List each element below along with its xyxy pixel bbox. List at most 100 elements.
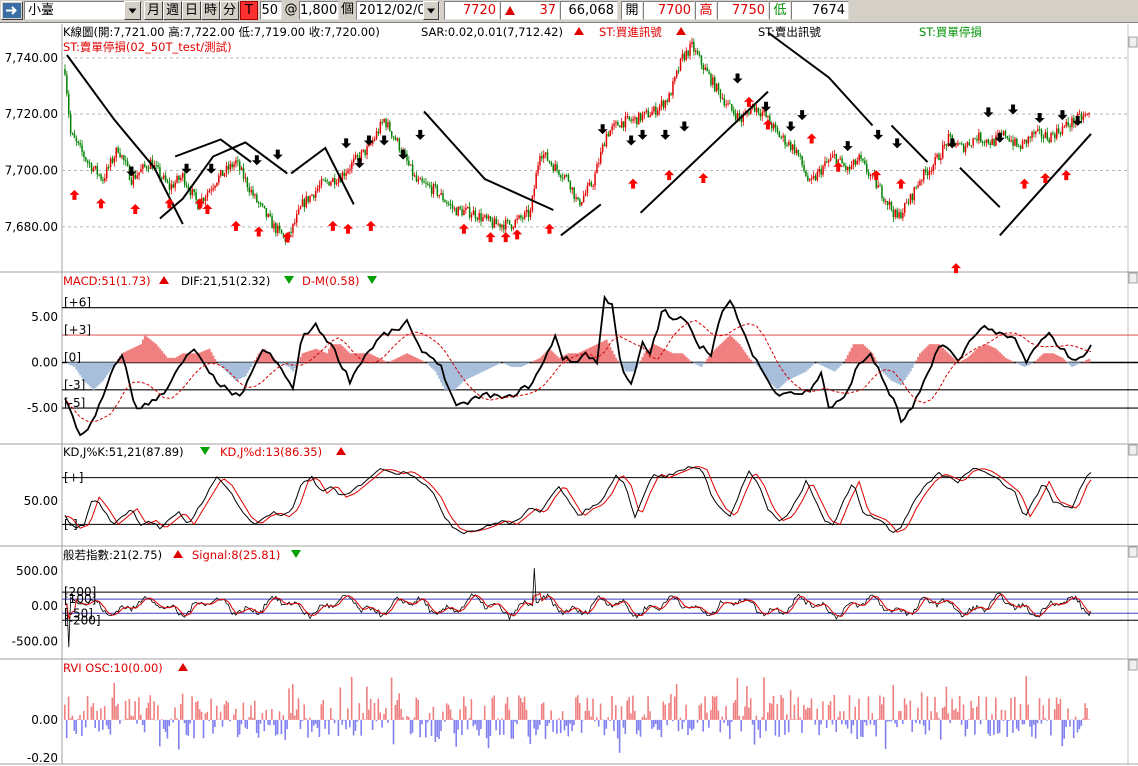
candle-body	[611, 126, 613, 131]
candle-body	[126, 161, 129, 166]
macd-histogram-bar	[71, 362, 74, 367]
macd-histogram-bar	[913, 362, 916, 365]
panel-scroll-handle	[1128, 546, 1138, 558]
macd-histogram-bar	[254, 360, 257, 363]
count-input[interactable]: 1,800	[299, 1, 339, 20]
candle-body	[510, 224, 513, 229]
date-dropdown-icon[interactable]	[423, 1, 439, 20]
candle-body	[353, 158, 355, 163]
rvi-bar	[938, 718, 940, 720]
rvi-bar	[578, 703, 581, 720]
rvi-bar	[734, 700, 737, 720]
macd-histogram-bar	[704, 361, 707, 363]
rvi-bar	[208, 719, 210, 722]
macd-histogram-bar	[768, 362, 772, 383]
rvi-bar	[814, 719, 817, 725]
macd-histogram-bar	[90, 362, 93, 388]
candle-body	[411, 164, 414, 177]
macd-histogram-bar	[495, 362, 498, 366]
rvi-bar	[926, 696, 929, 720]
candle-body	[835, 154, 838, 164]
macd-histogram-bar	[905, 362, 908, 378]
candle-body	[586, 185, 589, 193]
rvi-bar	[134, 701, 136, 720]
chart-area[interactable]: 7,740.007,720.007,700.007,680.005.000.00…	[0, 23, 1138, 766]
rvi-bar	[660, 719, 663, 738]
rvi-bar	[881, 704, 883, 720]
macd-histogram-bar	[993, 347, 996, 363]
macd-histogram-bar	[263, 348, 266, 363]
candle-body	[858, 154, 860, 161]
rvi-bar	[292, 684, 294, 720]
buy-signal-marker	[833, 161, 844, 172]
period-hour-button[interactable]: 時	[201, 1, 220, 20]
candle-body	[189, 189, 192, 196]
interval-input[interactable]: 50	[260, 1, 282, 20]
date-picker[interactable]: 2012/02/07	[356, 1, 440, 20]
rvi-bar	[341, 719, 343, 725]
symbol-select[interactable]: 小臺	[24, 1, 142, 20]
rvi-bar	[616, 719, 619, 739]
candle-body	[788, 142, 790, 146]
rvi-bar	[936, 712, 938, 720]
macd-histogram-bar	[1029, 362, 1032, 365]
kd-d-label: KD,J%d:13(86.35)	[220, 445, 322, 459]
candle-body	[617, 122, 619, 126]
macd-histogram-bar	[197, 353, 200, 363]
candle-body	[634, 117, 636, 120]
macd-histogram-bar	[981, 346, 984, 363]
rvi-bar	[841, 719, 843, 725]
macd-title: MACD:51(1.73)	[63, 274, 151, 288]
bore-up-triangle-icon	[173, 550, 183, 558]
rvi-bar	[371, 719, 374, 730]
candle-body	[373, 138, 376, 141]
candle-body	[630, 119, 632, 121]
macd-histogram-bar	[124, 351, 127, 363]
period-minute-button[interactable]: 分	[220, 1, 239, 20]
candle-body	[83, 151, 85, 158]
t-button[interactable]: T	[240, 1, 258, 20]
macd-histogram-bar	[715, 347, 718, 363]
candle-body	[915, 187, 917, 189]
macd-histogram-bar	[626, 362, 629, 372]
candle-body	[582, 195, 585, 203]
macd-histogram-bar	[656, 346, 659, 363]
macd-histogram-bar	[920, 351, 924, 363]
rvi-bar	[502, 719, 505, 735]
candle-body	[1078, 113, 1081, 115]
rvi-bar	[941, 707, 944, 720]
candle-body	[495, 218, 497, 225]
rvi-bar	[278, 711, 281, 720]
panel-scroll-handle	[1128, 272, 1138, 284]
rvi-bar	[622, 719, 625, 728]
period-day-button[interactable]: 日	[182, 1, 201, 20]
sell-signal-marker	[1034, 113, 1045, 123]
macd-histogram-bar	[966, 357, 969, 363]
buy-signal-marker	[343, 223, 354, 234]
candle-body	[738, 112, 741, 118]
candle-body	[558, 169, 560, 176]
macd-histogram-bar	[238, 362, 241, 379]
macd-histogram-bar	[924, 347, 927, 363]
rvi-bar	[740, 719, 742, 732]
candle-body	[955, 145, 957, 147]
candle-body	[463, 210, 465, 216]
period-month-button[interactable]: 月	[144, 1, 163, 20]
candle-body	[632, 119, 634, 121]
rvi-bar	[510, 719, 513, 739]
macd-histogram-bar	[841, 362, 844, 365]
macd-histogram-bar	[770, 362, 773, 385]
sar-line-down	[767, 31, 874, 127]
rvi-bar	[525, 709, 528, 720]
rvi-bar	[155, 719, 157, 721]
period-week-button[interactable]: 週	[163, 1, 182, 20]
rvi-bar	[615, 705, 617, 720]
sell-signal-marker	[1008, 104, 1019, 115]
rvi-bar	[331, 718, 334, 720]
macd-histogram-bar	[487, 362, 490, 369]
arrow-right-icon[interactable]	[1, 1, 23, 20]
rvi-bar	[594, 719, 596, 722]
rvi-bar	[326, 719, 328, 721]
candle-body	[733, 110, 735, 114]
chevron-down-icon[interactable]	[124, 1, 141, 20]
